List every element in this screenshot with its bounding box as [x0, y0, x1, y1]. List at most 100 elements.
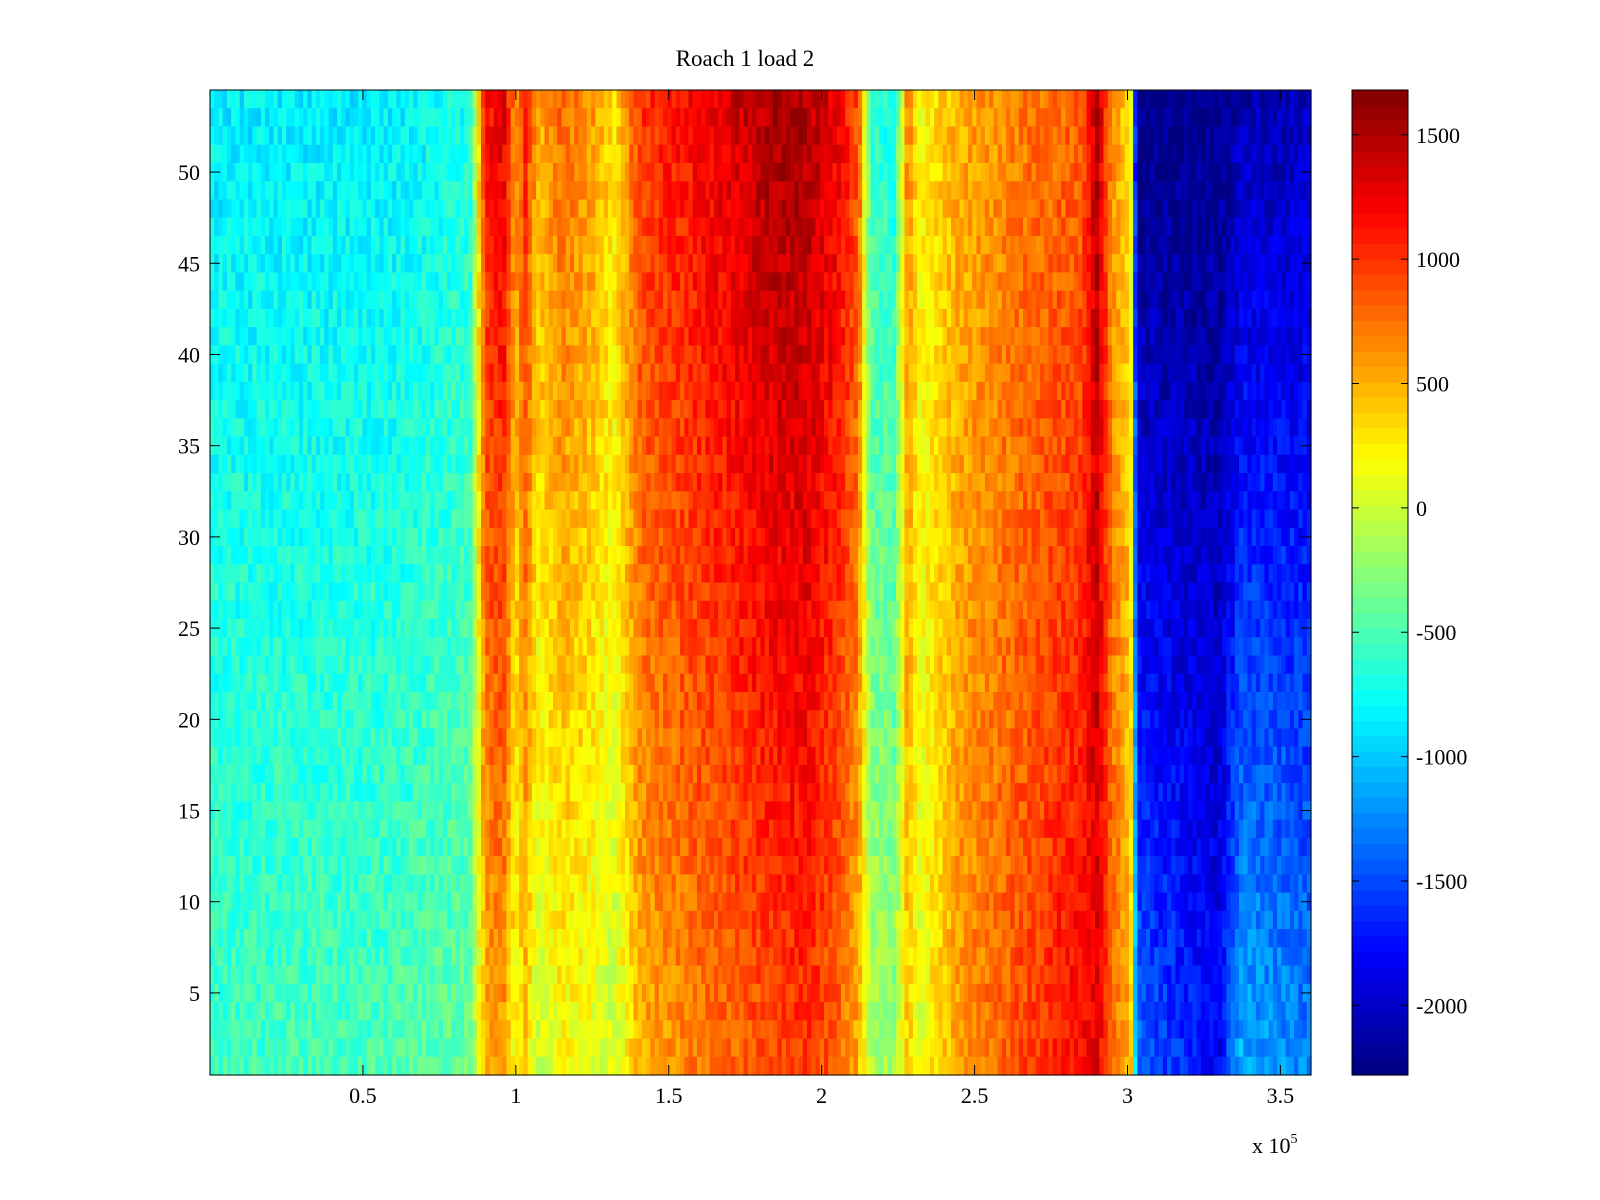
heatmap-cell	[417, 637, 423, 657]
heatmap-cell	[514, 929, 520, 948]
heatmap-cell	[269, 381, 275, 401]
heatmap-cell	[497, 673, 503, 693]
heatmap-cell	[514, 564, 520, 584]
heatmap-cell	[548, 181, 554, 201]
heatmap-cell	[222, 217, 228, 237]
heatmap-cell	[497, 1002, 503, 1021]
heatmap-cell	[523, 801, 529, 821]
heatmap-cell	[349, 655, 355, 675]
heatmap-cell	[256, 90, 262, 109]
heatmap-cell	[472, 199, 478, 219]
heatmap-cell	[493, 947, 499, 967]
heatmap-cell	[527, 400, 533, 419]
heatmap-cell	[548, 126, 554, 146]
heatmap-cell	[218, 272, 224, 292]
heatmap-cell	[379, 181, 385, 201]
heatmap-cell	[256, 1056, 262, 1076]
heatmap-cell	[582, 1038, 588, 1058]
heatmap-cell	[442, 235, 448, 255]
heatmap-cell	[459, 837, 465, 857]
heatmap-cell	[569, 290, 575, 310]
heatmap-cell	[404, 746, 410, 766]
heatmap-cell	[451, 254, 457, 274]
heatmap-cell	[362, 217, 368, 237]
heatmap-cell	[489, 363, 495, 383]
heatmap-cell	[595, 965, 601, 985]
heatmap-cell	[273, 856, 279, 875]
heatmap-cell	[332, 600, 338, 620]
heatmap-cell	[417, 673, 423, 693]
heatmap-cell	[260, 1020, 266, 1040]
heatmap-cell	[210, 874, 215, 894]
heatmap-cell	[409, 947, 414, 967]
heatmap-cell	[387, 710, 393, 730]
heatmap-cell	[485, 710, 491, 730]
heatmap-cell	[235, 929, 241, 948]
heatmap-cell	[226, 327, 232, 346]
heatmap-cell	[281, 983, 287, 1003]
heatmap-cell	[366, 254, 372, 274]
heatmap-cell	[438, 235, 444, 255]
heatmap-cell	[341, 345, 347, 365]
heatmap-cell	[345, 272, 351, 292]
heatmap-cell	[409, 801, 414, 821]
heatmap-cell	[574, 837, 580, 857]
heatmap-cell	[400, 235, 406, 255]
heatmap-cell	[290, 618, 296, 638]
heatmap-cell	[442, 655, 448, 675]
heatmap-cell	[214, 582, 220, 602]
heatmap-cell	[341, 418, 347, 438]
heatmap-cell	[582, 473, 588, 492]
heatmap-cell	[425, 892, 431, 912]
heatmap-cell	[281, 856, 287, 875]
heatmap-cell	[294, 983, 300, 1003]
heatmap-cell	[286, 910, 292, 930]
heatmap-cell	[320, 691, 325, 711]
heatmap-cell	[523, 728, 529, 748]
heatmap-cell	[409, 783, 414, 802]
heatmap-cell	[396, 454, 402, 474]
heatmap-cell	[210, 819, 215, 839]
heatmap-cell	[214, 509, 220, 529]
heatmap-cell	[252, 126, 258, 146]
heatmap-cell	[303, 546, 308, 565]
heatmap-cell	[599, 509, 605, 529]
heatmap-cell	[290, 473, 296, 492]
heatmap-cell	[307, 473, 313, 492]
heatmap-cell	[464, 929, 469, 948]
heatmap-cell	[459, 655, 465, 675]
heatmap-cell	[591, 874, 596, 894]
heatmap-cell	[553, 819, 558, 839]
heatmap-cell	[468, 965, 474, 985]
heatmap-cell	[481, 929, 486, 948]
heatmap-cell	[459, 564, 465, 584]
heatmap-cell	[277, 819, 283, 839]
heatmap-cell	[345, 509, 351, 529]
heatmap-cell	[565, 1038, 571, 1058]
heatmap-cell	[561, 600, 567, 620]
heatmap-cell	[502, 837, 508, 857]
heatmap-cell	[332, 527, 338, 547]
heatmap-cell	[375, 1020, 380, 1040]
heatmap-cell	[311, 801, 317, 821]
heatmap-cell	[400, 400, 406, 419]
heatmap-cell	[409, 162, 414, 182]
heatmap-cell	[269, 290, 275, 310]
heatmap-cell	[286, 327, 292, 346]
heatmap-cell	[544, 929, 550, 948]
heatmap-cell	[366, 929, 372, 948]
heatmap-cell	[311, 436, 317, 456]
heatmap-cell	[235, 673, 241, 693]
heatmap-cell	[315, 90, 321, 109]
heatmap-cell	[226, 381, 232, 401]
heatmap-cell	[353, 600, 359, 620]
heatmap-cell	[561, 254, 567, 274]
heatmap-cell	[353, 144, 359, 164]
heatmap-cell	[540, 363, 546, 383]
heatmap-cell	[561, 856, 567, 875]
heatmap-cell	[311, 746, 317, 766]
heatmap-cell	[438, 819, 444, 839]
heatmap-cell	[392, 691, 397, 711]
heatmap-cell	[337, 363, 342, 383]
heatmap-cell	[574, 746, 580, 766]
